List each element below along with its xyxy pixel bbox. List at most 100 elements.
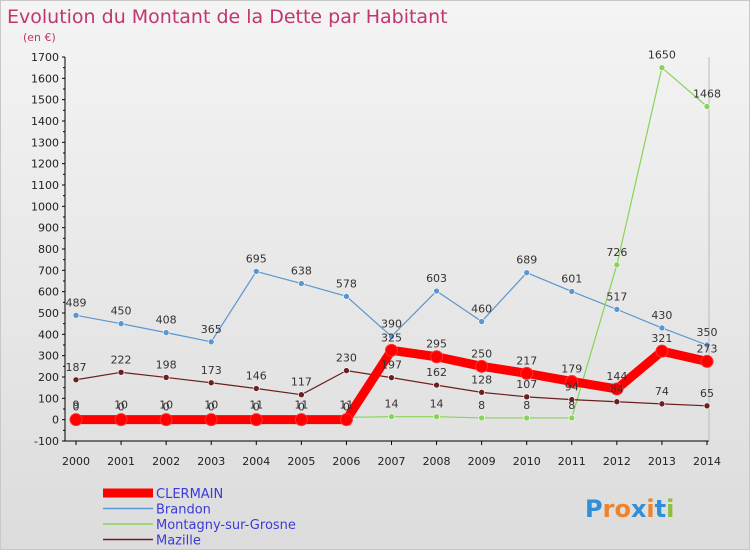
data-label: 10 xyxy=(204,399,218,412)
data-label: 173 xyxy=(201,364,222,377)
data-point xyxy=(294,413,308,427)
x-tick-label: 2000 xyxy=(62,455,90,468)
data-label: 638 xyxy=(291,265,312,278)
data-point xyxy=(478,318,485,325)
data-point xyxy=(207,338,215,346)
y-tick-label: 700 xyxy=(38,264,59,277)
data-label: 144 xyxy=(606,370,627,383)
data-label: 726 xyxy=(606,246,627,259)
data-point xyxy=(69,413,83,427)
data-point xyxy=(433,381,440,389)
data-label: 197 xyxy=(381,359,402,372)
x-tick-label: 2007 xyxy=(378,455,406,468)
data-label: 217 xyxy=(516,354,537,367)
x-tick-label: 2008 xyxy=(423,455,451,468)
y-tick-label: 500 xyxy=(38,307,59,320)
data-label: 460 xyxy=(471,303,492,316)
data-label: 0 xyxy=(208,401,215,414)
data-label: 365 xyxy=(201,323,222,336)
data-point xyxy=(703,341,711,349)
legend-label: CLERMAIN xyxy=(156,487,223,502)
data-point xyxy=(655,344,669,358)
y-tick-label: 1700 xyxy=(31,51,59,64)
data-point xyxy=(72,312,80,319)
data-label: 8 xyxy=(478,399,485,412)
data-point xyxy=(613,261,621,269)
data-point xyxy=(568,288,576,295)
data-label: 1468 xyxy=(693,87,721,100)
data-label: 0 xyxy=(118,401,125,414)
data-point xyxy=(162,329,170,336)
data-label: 450 xyxy=(111,305,132,318)
data-label: 430 xyxy=(651,309,672,322)
data-label: 295 xyxy=(426,338,447,351)
data-label: 117 xyxy=(291,376,312,389)
data-label: 0 xyxy=(343,401,350,414)
data-label: 250 xyxy=(471,347,492,360)
data-label: 408 xyxy=(156,314,177,327)
y-tick-label: 1400 xyxy=(31,115,59,128)
logo-letter: i xyxy=(666,495,674,523)
y-tick-label: 1000 xyxy=(31,200,59,213)
series-group xyxy=(69,64,714,427)
axes: -100010020030040050060070080090010001100… xyxy=(31,51,721,468)
data-point xyxy=(162,374,170,381)
data-point xyxy=(613,306,621,313)
data-label: 14 xyxy=(430,398,444,411)
data-label: 187 xyxy=(66,361,87,374)
data-point xyxy=(565,374,579,388)
data-point xyxy=(204,413,218,427)
data-label: 94 xyxy=(565,381,579,394)
y-tick-label: 100 xyxy=(38,392,59,405)
data-point xyxy=(207,379,215,387)
x-tick-label: 2004 xyxy=(242,455,270,468)
data-point xyxy=(613,398,621,406)
data-label: 578 xyxy=(336,277,357,290)
data-point xyxy=(72,376,80,384)
data-point xyxy=(159,413,173,427)
data-label: 162 xyxy=(426,366,447,379)
data-point xyxy=(298,280,305,287)
data-label: 107 xyxy=(516,378,537,391)
legend-label: Mazille xyxy=(156,534,201,549)
y-tick-label: 900 xyxy=(38,222,59,235)
data-point xyxy=(700,354,714,368)
data-label: 230 xyxy=(336,352,357,365)
data-label: 489 xyxy=(66,296,87,309)
data-label: 321 xyxy=(651,332,672,345)
legend: CLERMAINBrandonMontagny-sur-GrosneMazill… xyxy=(103,487,296,549)
data-label: 517 xyxy=(606,290,627,303)
x-tick-label: 2006 xyxy=(332,455,360,468)
data-label: 84 xyxy=(610,383,624,396)
data-label: 0 xyxy=(163,401,170,414)
data-point xyxy=(478,389,485,396)
data-label: 325 xyxy=(381,331,402,344)
data-point xyxy=(343,293,350,300)
data-label: 350 xyxy=(697,326,718,339)
data-label: 601 xyxy=(561,272,582,285)
data-label: 0 xyxy=(253,401,260,414)
y-tick-label: 300 xyxy=(38,350,59,363)
data-point xyxy=(343,367,350,374)
y-tick-label: 1100 xyxy=(31,179,59,192)
data-point xyxy=(385,343,398,357)
chart-title: Evolution du Montant de la Dette par Hab… xyxy=(7,6,448,28)
data-point xyxy=(339,413,353,427)
logo-letter: P xyxy=(585,495,603,523)
logo-letter: i xyxy=(646,495,654,523)
data-point xyxy=(114,413,128,427)
data-label: 603 xyxy=(426,272,447,285)
data-point xyxy=(475,359,489,373)
data-labels: 489 450 408 365 695 638 578 390 603 460 689 601 517 4… xyxy=(66,49,722,414)
data-label: 8 xyxy=(568,399,575,412)
logo-letter: o xyxy=(614,495,631,523)
x-tick-label: 2009 xyxy=(468,455,496,468)
data-point xyxy=(388,413,395,420)
data-label: 222 xyxy=(111,353,132,366)
data-label: 14 xyxy=(385,398,399,411)
x-tick-label: 2003 xyxy=(197,455,225,468)
data-label: 65 xyxy=(700,387,714,400)
data-point xyxy=(433,287,440,295)
y-tick-label: 1200 xyxy=(31,158,59,171)
logo-letter: r xyxy=(603,495,615,523)
